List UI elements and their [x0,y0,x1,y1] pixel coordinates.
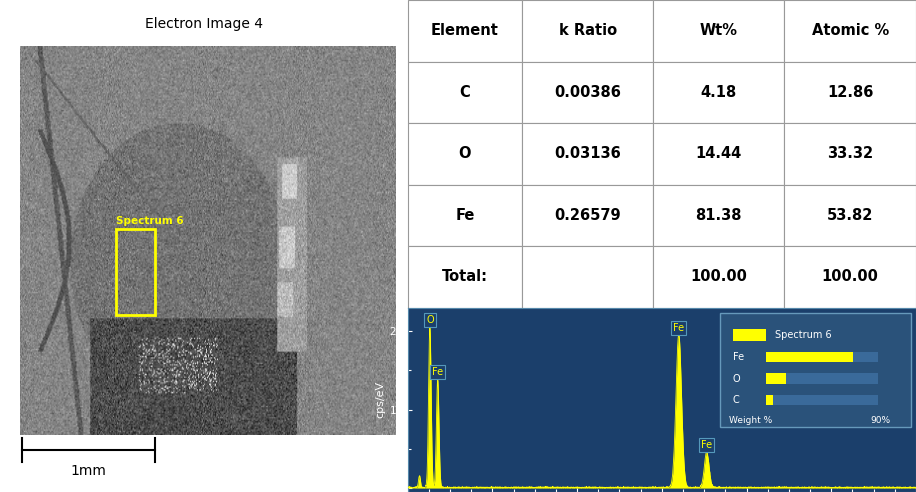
Bar [733,329,766,341]
Bar [522,0,653,62]
Bar [408,0,522,62]
Bar [653,0,784,62]
Text: 1mm: 1mm [71,464,106,478]
Text: 90%: 90% [870,416,890,426]
Bar [766,395,878,405]
Text: 81.38: 81.38 [695,208,742,223]
Text: Weight %: Weight % [729,416,773,426]
Text: Fe: Fe [455,208,474,223]
Text: 100.00: 100.00 [822,269,878,284]
Bar [653,62,784,123]
Text: 0.00386: 0.00386 [554,85,621,100]
Text: 0.26579: 0.26579 [554,208,621,223]
Bar [766,395,773,405]
Bar [653,246,784,308]
Text: Fe: Fe [701,440,713,450]
Text: 12.86: 12.86 [827,85,873,100]
Bar [522,62,653,123]
Bar [408,123,522,184]
Bar [766,352,878,363]
Text: 14.44: 14.44 [695,146,742,161]
Bar [766,373,786,384]
Y-axis label: cps/eV: cps/eV [376,381,386,418]
Text: C: C [733,395,740,405]
Bar [408,62,522,123]
Bar [408,246,522,308]
Text: Spectrum 6: Spectrum 6 [116,216,184,226]
Text: Atomic %: Atomic % [812,23,889,38]
Bar [522,246,653,308]
Text: k Ratio: k Ratio [559,23,616,38]
Text: Wt%: Wt% [700,23,737,38]
Bar [653,184,784,246]
Bar [766,373,878,384]
Bar [522,184,653,246]
Text: 0.03136: 0.03136 [554,146,621,161]
Text: 33.32: 33.32 [827,146,873,161]
Bar [116,229,155,315]
Text: Element: Element [431,23,498,38]
Bar [784,246,916,308]
Text: O: O [733,373,741,384]
Text: Fe: Fe [673,323,684,333]
Bar [720,313,911,428]
Text: 4.18: 4.18 [701,85,736,100]
Text: C: C [460,85,470,100]
Text: O: O [426,315,433,325]
Text: Total:: Total: [442,269,488,284]
Bar [766,352,854,363]
Text: 53.82: 53.82 [827,208,873,223]
Bar [408,184,522,246]
Text: Fe: Fe [432,368,443,377]
Bar [653,123,784,184]
Bar [784,184,916,246]
Text: O: O [459,146,471,161]
Text: Electron Image 4: Electron Image 4 [145,17,263,31]
Bar [522,123,653,184]
Bar [784,123,916,184]
Bar [784,62,916,123]
Text: 100.00: 100.00 [691,269,747,284]
Text: Spectrum 6: Spectrum 6 [775,330,832,340]
Text: Fe: Fe [733,352,744,362]
Bar [784,0,916,62]
